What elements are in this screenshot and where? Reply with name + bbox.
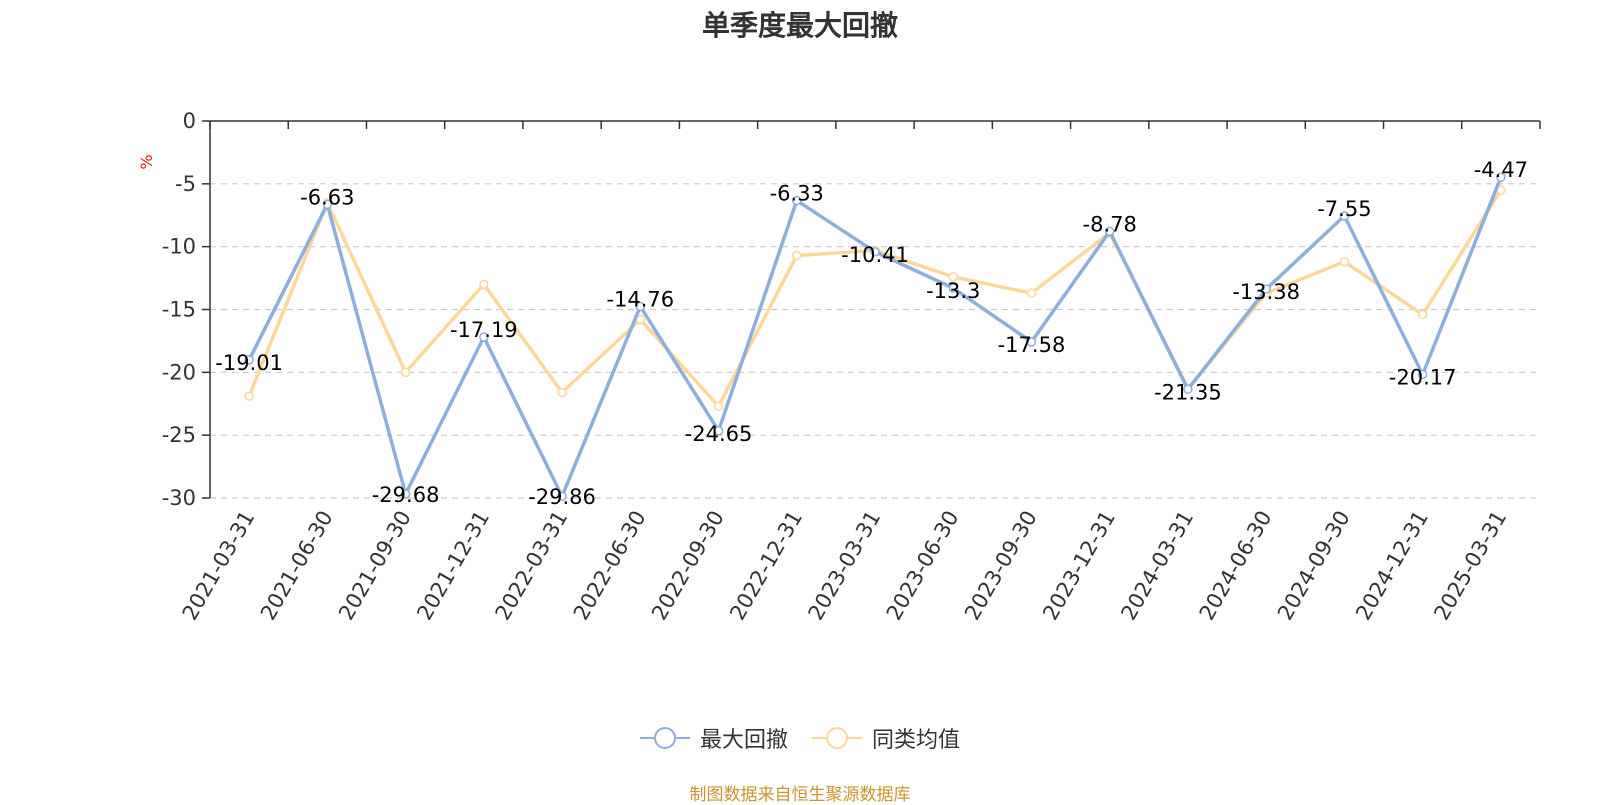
x-tick-label: 2024-06-30 [1195,507,1277,625]
series-2-point [479,279,489,290]
data-label: -29.68 [372,483,440,507]
data-label: -17.58 [998,333,1066,357]
source-note: 制图数据来自恒生聚源数据库 [689,785,911,805]
x-tick-label: 2022-09-30 [647,507,729,625]
series-1-point [557,491,567,501]
x-tick-label: 2023-12-31 [1038,507,1120,625]
x-tick-label: 2023-03-31 [804,507,886,625]
x-tick-label: 2021-09-30 [334,507,416,625]
x-tick-label: 2022-03-31 [491,507,573,625]
series-1-point [713,426,724,436]
legend-label-series2: 同类均值 [872,728,961,753]
legend-swatch-series1-icon [639,727,690,749]
data-label: -14.76 [606,287,674,311]
x-tick-label: 2024-09-30 [1273,507,1355,625]
series-2-point [948,272,958,282]
data-label: -6.33 [770,182,824,206]
y-tick-label: 0 [183,109,196,133]
series-2-point [713,401,724,412]
series-1-point [322,199,333,210]
series-2-point [400,367,411,378]
series-1-point [1104,226,1115,237]
chart-title: 单季度最大回撤 [701,9,898,42]
series-2-point [244,391,254,401]
data-label: -20.17 [1389,365,1457,389]
y-tick-label: -25 [162,423,196,447]
series-1-point [1261,284,1271,294]
x-tick-label: 2023-09-30 [960,507,1042,625]
data-label: -29.86 [528,485,596,509]
series-2-point [557,387,567,398]
series-1-point [1496,172,1506,182]
series-1-point [1026,337,1037,347]
y-tick-label: -10 [162,235,196,259]
x-tick-label: 2021-12-31 [412,506,494,624]
data-label: -13.38 [1232,280,1300,304]
legend: 最大回撤 同类均值 [0,722,1600,754]
data-label: -10.41 [841,243,909,267]
data-label: -21.35 [1154,380,1222,404]
series-1-point [635,301,646,312]
series-1-point [792,195,802,206]
series-1-point [400,489,411,499]
y-tick-label: -30 [162,486,196,510]
legend-label-series1: 最大回撤 [699,728,788,753]
y-tick-label: -20 [162,360,196,384]
data-label: -6.63 [300,185,354,209]
x-tick-label: 2023-06-30 [882,507,964,625]
x-tick-label: 2022-06-30 [569,507,651,625]
data-label: -24.65 [685,422,753,446]
data-label: -7.55 [1317,197,1371,221]
data-label: -8.78 [1083,212,1137,236]
y-tick-label: -5 [175,172,196,196]
x-tick-label: 2024-12-31 [1351,507,1433,625]
series-1-point [870,247,880,257]
series-1-point [1417,369,1428,380]
x-tick-label: 2022-12-31 [725,507,807,625]
series-1-point [948,283,958,293]
data-label: -19.01 [215,351,283,375]
x-tick-label: 2021-03-31 [178,507,260,625]
series-1-point [244,355,254,365]
x-tick-label: 2024-03-31 [1116,507,1198,625]
series-2-point [1339,256,1350,267]
series-1-point [1183,384,1193,395]
x-tick-label: 2025-03-31 [1429,507,1511,625]
data-label: -17.19 [450,318,518,342]
series-line-2 [247,189,1503,409]
legend-item-series2[interactable]: 同类均值 [812,722,960,754]
data-label: -13.3 [926,279,980,303]
legend-swatch-series2-icon [812,727,862,749]
series-1-point [1339,211,1350,221]
y-axis-unit-label: % [137,154,156,169]
series-2-point [792,250,802,261]
series-2-point [1417,309,1428,320]
y-tick-label: -15 [162,298,196,322]
series-1-point [479,332,489,342]
series-2-point [1026,288,1037,298]
data-label: -4.47 [1474,158,1528,182]
legend-item-series1[interactable]: 最大回撤 [639,722,788,754]
x-tick-label: 2021-06-30 [256,507,338,625]
